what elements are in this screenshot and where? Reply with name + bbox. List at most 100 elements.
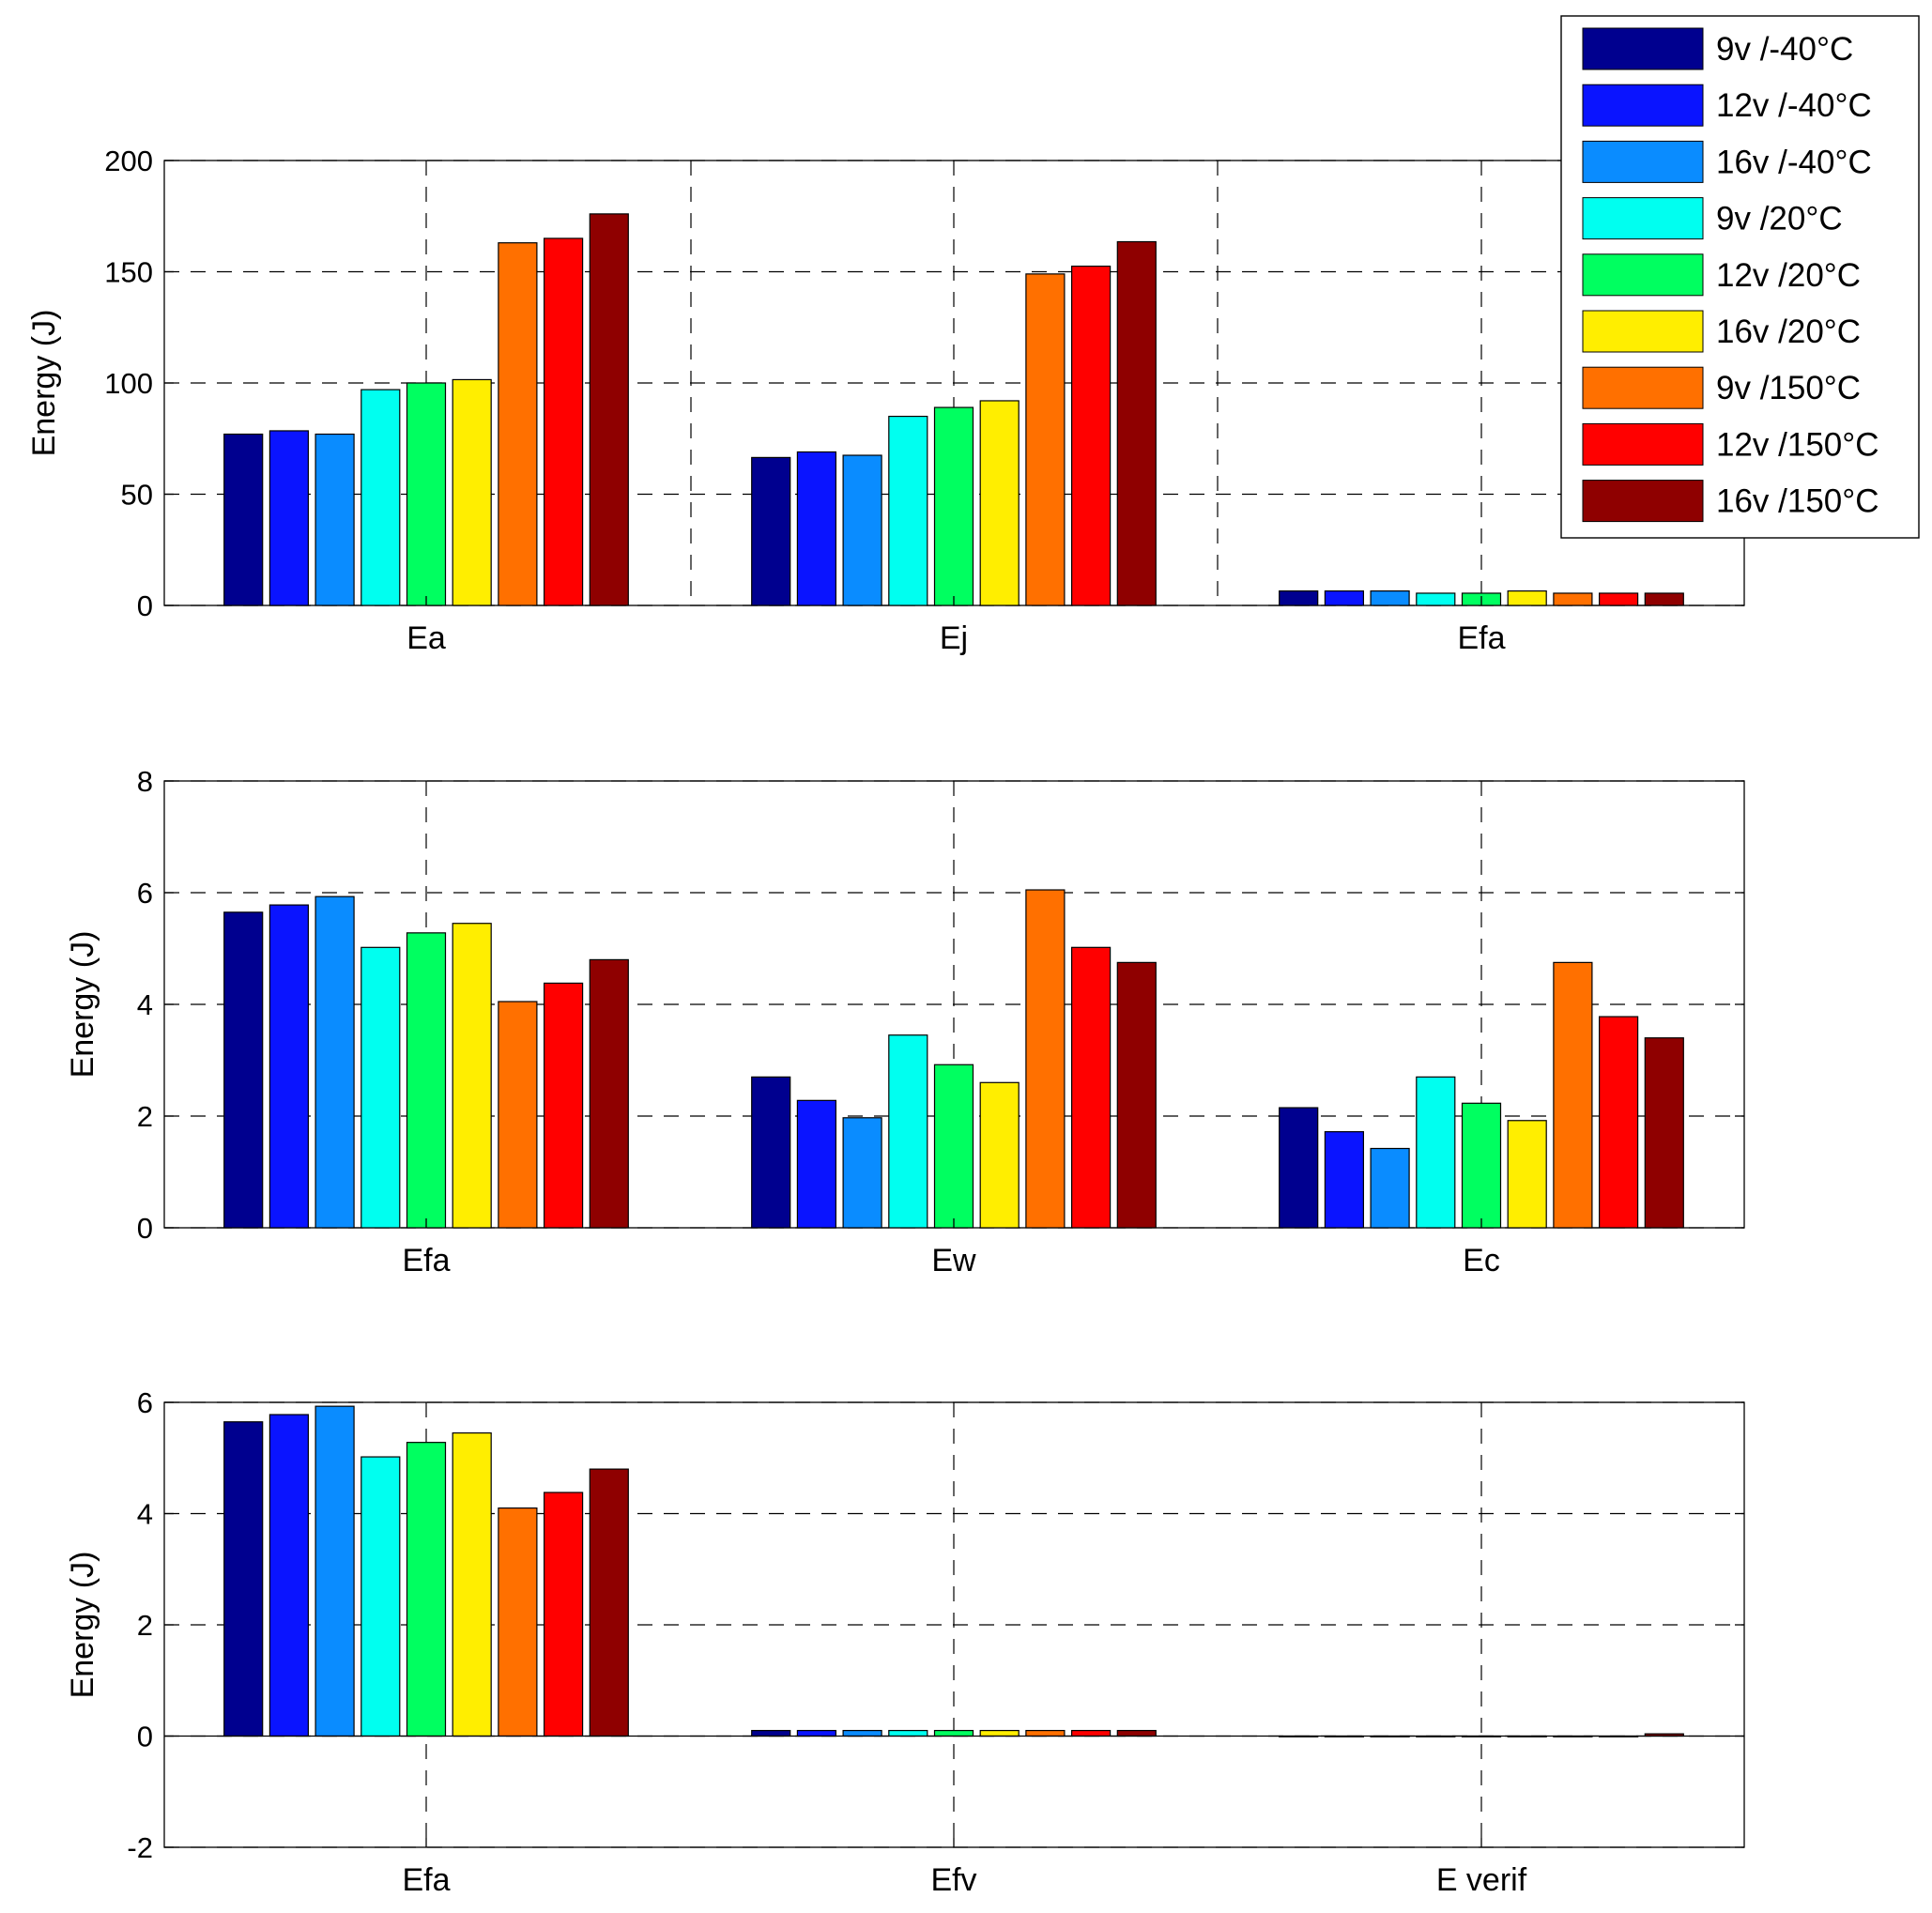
legend-swatch <box>1582 366 1704 409</box>
y-tick-label: 2 <box>137 1609 153 1642</box>
bar-efa-series-3 <box>314 1405 355 1737</box>
bar-ej-series-7 <box>1025 273 1066 606</box>
bar-efa-series-5 <box>406 1442 447 1737</box>
bar-efa-series-2 <box>268 1414 309 1737</box>
y-tick-label: 200 <box>104 145 153 177</box>
legend-label: 9v /-40°C <box>1716 31 1853 68</box>
legend-swatch <box>1582 253 1704 297</box>
bar-efa-series-6 <box>452 1431 492 1737</box>
bar-ej-series-5 <box>933 406 974 606</box>
bar-ew-series-5 <box>933 1064 974 1229</box>
bar-efa-series-3 <box>314 895 355 1229</box>
bar-efa-series-5 <box>406 932 447 1229</box>
x-category-label: Ew <box>931 1243 976 1278</box>
bar-efa-series-8 <box>543 982 584 1229</box>
bar-efa-series-7 <box>1553 592 1593 606</box>
bar-ea-series-5 <box>406 382 447 606</box>
y-tick-label: 8 <box>137 765 153 798</box>
y-tick-label: 6 <box>137 877 153 910</box>
chart-panels: 0 50 100 150 200 Ea Ej Efa Energy (J) 0 2 4 6 8 Efa Ew E… <box>26 145 1745 1898</box>
y-tick-label: 6 <box>137 1386 153 1419</box>
y-axis-label: Energy (J) <box>65 1552 100 1699</box>
bar-ej-series-3 <box>842 454 882 606</box>
legend-item: 9v /150°C <box>1582 366 1861 409</box>
bar-ew-series-7 <box>1025 889 1066 1229</box>
legend-label: 9v /20°C <box>1716 201 1843 237</box>
bar-ej-series-8 <box>1070 265 1112 606</box>
bar-efa-series-1 <box>223 911 264 1229</box>
bar-ew-series-8 <box>1070 946 1112 1229</box>
bar-ea-series-7 <box>498 242 538 606</box>
bar-efa-series-1 <box>223 1421 264 1737</box>
y-tick-label: 0 <box>137 1721 153 1753</box>
x-category-label: Ea <box>406 620 446 656</box>
bar-ec-series-6 <box>1507 1120 1547 1229</box>
bar-ec-series-1 <box>1279 1107 1319 1229</box>
legend-swatch <box>1582 27 1704 70</box>
legend-swatch <box>1582 84 1704 127</box>
legend-label: 16v /20°C <box>1716 314 1861 350</box>
bar-efa-series-1 <box>1279 589 1319 606</box>
legend-item: 16v /150°C <box>1582 480 1879 523</box>
bar-efa-series-4 <box>360 1456 401 1737</box>
x-category-label: Ec <box>1463 1243 1500 1278</box>
bar-ew-series-9 <box>1116 961 1157 1229</box>
bar-efv-series-8 <box>1070 1729 1112 1737</box>
legend: 9v /-40°C 12v /-40°C 16v /-40°C 9v /20°C 12v… <box>1560 15 1920 539</box>
bar-efv-series-3 <box>842 1729 882 1737</box>
bar-ej-series-1 <box>751 456 791 606</box>
chart-panel-1: 0 50 100 150 200 Ea Ej Efa Energy (J) <box>26 145 1745 656</box>
legend-item: 9v /20°C <box>1582 197 1843 240</box>
legend-label: 12v /-40°C <box>1716 87 1872 124</box>
bar-efa-series-4 <box>360 946 401 1229</box>
x-category-label: Efa <box>402 1862 450 1898</box>
legend-item: 12v /-40°C <box>1582 84 1872 127</box>
bar-ea-series-8 <box>543 237 584 606</box>
y-tick-label: 50 <box>121 479 153 512</box>
bar-ea-series-2 <box>268 430 309 606</box>
bar-ej-series-9 <box>1116 240 1157 606</box>
legend-label: 12v /150°C <box>1716 426 1879 463</box>
legend-label: 9v /150°C <box>1716 370 1861 406</box>
x-category-label: E verif <box>1436 1862 1527 1898</box>
x-category-label: Efv <box>930 1862 976 1898</box>
y-axis-label: Energy (J) <box>65 931 100 1079</box>
y-tick-label: 4 <box>137 1498 153 1531</box>
y-tick-label: -2 <box>127 1831 153 1864</box>
bar-ec-series-9 <box>1644 1037 1684 1229</box>
bar-ew-series-3 <box>842 1117 882 1229</box>
y-tick-label: 0 <box>137 589 153 622</box>
bar-efa-series-3 <box>1370 589 1410 606</box>
legend-swatch <box>1582 422 1704 466</box>
bar-ew-series-1 <box>751 1076 791 1229</box>
y-axis-label: Energy (J) <box>26 310 62 457</box>
bar-efa-series-6 <box>452 923 492 1229</box>
bar-ew-series-6 <box>979 1081 1020 1229</box>
bar-efa-series-7 <box>498 1001 538 1229</box>
bar-efv-series-6 <box>979 1729 1020 1737</box>
bar-efv-series-5 <box>933 1729 974 1737</box>
legend-label: 16v /150°C <box>1716 483 1879 520</box>
legend-label: 12v /20°C <box>1716 257 1861 294</box>
bar-ej-series-4 <box>888 415 928 606</box>
legend-label: 16v /-40°C <box>1716 144 1872 180</box>
bar-efa-series-8 <box>543 1492 584 1737</box>
bar-ej-series-6 <box>979 400 1020 606</box>
legend-swatch <box>1582 197 1704 240</box>
y-tick-label: 0 <box>137 1212 153 1245</box>
y-tick-label: 150 <box>104 256 153 289</box>
bar-ec-series-8 <box>1598 1016 1639 1229</box>
bar-ec-series-5 <box>1461 1102 1502 1229</box>
legend-swatch <box>1582 140 1704 183</box>
legend-item: 12v /20°C <box>1582 253 1861 297</box>
bar-ec-series-3 <box>1370 1147 1410 1229</box>
bar-ec-series-4 <box>1416 1076 1456 1229</box>
chart-panel-3: -2 0 2 4 6 Efa Efv E verif Energy (J) <box>65 1386 1745 1898</box>
bar-efa-series-9 <box>1644 592 1684 606</box>
bar-efv-series-1 <box>751 1729 791 1737</box>
bar-efa-series-7 <box>498 1507 538 1737</box>
bar-efa-series-8 <box>1598 592 1639 606</box>
bar-efv-series-9 <box>1116 1729 1157 1737</box>
y-tick-label: 2 <box>137 1100 153 1133</box>
